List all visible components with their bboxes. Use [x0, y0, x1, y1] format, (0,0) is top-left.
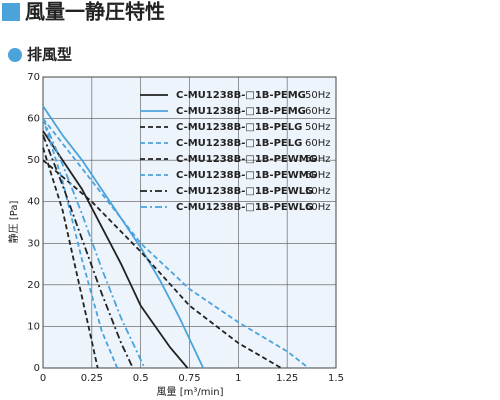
- series-line: [42, 105, 204, 369]
- y-tick-label: 50: [27, 155, 40, 166]
- subtitle-marker: [8, 48, 22, 62]
- series-line: [42, 118, 146, 369]
- series-line: [42, 159, 282, 369]
- legend-label: C-MU1238B-□1B-PEWLG: [176, 186, 313, 197]
- chart-title: 風量一静圧特性: [25, 0, 165, 24]
- x-tick-label: 0.5: [133, 373, 149, 384]
- x-tick-label: 1: [235, 373, 241, 384]
- series-line: [42, 147, 99, 369]
- legend-frequency: 60Hz: [305, 170, 331, 181]
- legend-label: C-MU1238B-□1B-PEWLG: [176, 202, 313, 213]
- y-tick-label: 0: [34, 363, 40, 374]
- y-tick-label: 60: [27, 114, 40, 125]
- legend-label: C-MU1238B-□1B-PELG: [176, 138, 302, 149]
- series-line: [42, 118, 119, 369]
- x-tick-label: 0.25: [81, 373, 103, 384]
- chart-subtitle: 排風型: [27, 46, 72, 64]
- legend-frequency: 50Hz: [305, 90, 331, 101]
- x-tick-label: 0.75: [178, 373, 200, 384]
- y-tick-label: 40: [27, 197, 40, 208]
- legend-label: C-MU1238B-□1B-PELG: [176, 122, 302, 133]
- legend-frequency: 60Hz: [305, 106, 331, 117]
- x-axis-label: 風量 [m³/min]: [157, 386, 224, 398]
- legend-label: C-MU1238B-□1B-PEWMG: [176, 154, 317, 165]
- x-tick-label: 1.5: [328, 373, 344, 384]
- x-tick-label: 1.25: [276, 373, 298, 384]
- legend-frequency: 50Hz: [305, 186, 331, 197]
- y-tick-label: 10: [27, 321, 40, 332]
- legend-label: C-MU1238B-□1B-PEWMG: [176, 170, 317, 181]
- legend-label: C-MU1238B-□1B-PEMG: [176, 90, 306, 101]
- legend-frequency: 50Hz: [305, 122, 331, 133]
- series-line: [42, 130, 189, 369]
- series-line: [42, 134, 134, 369]
- series-line: [42, 118, 310, 369]
- title-marker: [2, 3, 20, 21]
- legend-frequency: 60Hz: [305, 202, 331, 213]
- legend-frequency: 60Hz: [305, 138, 331, 149]
- legend-frequency: 50Hz: [305, 154, 331, 165]
- y-tick-label: 70: [27, 72, 40, 83]
- x-tick-label: 0: [40, 373, 46, 384]
- y-tick-label: 20: [27, 280, 40, 291]
- y-tick-label: 30: [27, 238, 40, 249]
- y-axis-label: 静圧 [Pa]: [7, 201, 20, 244]
- legend-label: C-MU1238B-□1B-PEMG: [176, 106, 306, 117]
